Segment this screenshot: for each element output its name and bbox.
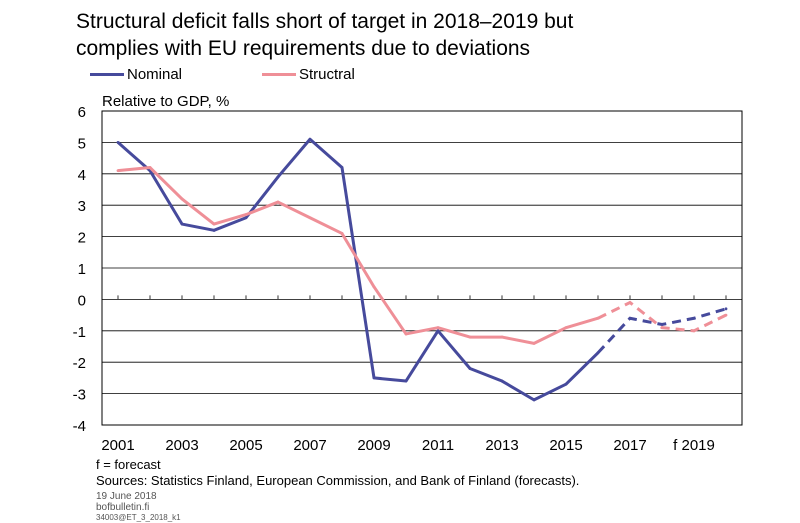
chart-code: 34003@ET_3_2018_k1 xyxy=(96,513,181,522)
y-tick-label: 0 xyxy=(78,292,86,309)
y-tick-label: 4 xyxy=(78,167,86,184)
y-tick-label: -4 xyxy=(73,418,86,435)
data-point-nominal xyxy=(244,216,248,220)
x-tick-label: 2013 xyxy=(485,437,518,454)
forecast-note: f = forecast xyxy=(96,457,161,472)
data-point-nominal xyxy=(628,316,632,320)
data-point-structral xyxy=(436,326,440,330)
x-tick-label: 2007 xyxy=(293,437,326,454)
data-point-structral xyxy=(244,213,248,217)
data-point-structral xyxy=(660,326,664,330)
data-point-nominal xyxy=(180,222,184,226)
x-tick-label: 2009 xyxy=(357,437,390,454)
sources-note: Sources: Statistics Finland, European Co… xyxy=(96,473,580,488)
y-tick-label: 1 xyxy=(78,261,86,278)
axes xyxy=(101,110,743,426)
legend-swatch-nominal xyxy=(90,73,124,76)
x-tick-label: 2005 xyxy=(229,437,262,454)
series-lines xyxy=(116,137,728,402)
data-point-structral xyxy=(404,332,408,336)
plot-frame xyxy=(101,110,743,426)
data-point-nominal xyxy=(340,166,344,169)
data-point-structral xyxy=(692,329,696,333)
chart-title: Structural deficit falls short of target… xyxy=(76,8,776,62)
legend-item-nominal: Nominal xyxy=(90,66,182,83)
chart-title-line-2: complies with EU requirements due to dev… xyxy=(76,37,531,60)
data-point-structral xyxy=(500,335,504,339)
y-tick-label: 5 xyxy=(78,135,86,152)
y-tick-label: 6 xyxy=(78,104,86,121)
legend-label-nominal: Nominal xyxy=(127,66,183,83)
y-tick-label: -3 xyxy=(73,387,86,404)
data-point-structral xyxy=(276,200,280,204)
data-point-nominal xyxy=(276,175,280,179)
y-tick-label: -1 xyxy=(73,324,86,341)
data-point-structral xyxy=(596,316,600,320)
data-point-nominal xyxy=(436,329,440,333)
data-point-structral xyxy=(628,301,632,304)
x-tick-label: 2011 xyxy=(422,437,454,454)
data-point-structral xyxy=(212,222,216,226)
data-point-structral xyxy=(532,341,536,345)
x-tick-label: 2017 xyxy=(613,437,646,454)
publication-date: 19 June 2018 xyxy=(96,491,157,502)
data-point-nominal xyxy=(468,367,472,370)
data-point-nominal xyxy=(692,316,696,320)
data-point-structral xyxy=(180,197,184,201)
data-point-nominal xyxy=(404,379,408,383)
legend-swatch-structural xyxy=(262,73,296,76)
data-point-nominal xyxy=(500,379,504,383)
x-tick-label: f 2019 xyxy=(673,437,715,454)
data-point-nominal xyxy=(532,398,536,402)
x-tick-label: 2001 xyxy=(101,437,134,454)
y-tick-label: -2 xyxy=(73,355,86,372)
x-tick-label: 2015 xyxy=(549,437,582,454)
y-axis-label: Relative to GDP, % xyxy=(102,93,230,110)
data-point-structral xyxy=(148,166,152,169)
legend-item-structural: Structral xyxy=(262,66,355,83)
chart-title-line-1: Structural deficit falls short of target… xyxy=(76,10,574,33)
data-point-structral xyxy=(468,335,472,339)
x-tick-label: 2003 xyxy=(165,437,198,454)
legend-label-structural: Structral xyxy=(299,66,355,83)
y-tick-label: 2 xyxy=(78,230,86,247)
data-point-structral xyxy=(724,313,728,317)
data-point-nominal xyxy=(212,228,216,232)
tick-labels: -4 -3 -2 -1 0 1 2 3 4 5 6 2001 2003 2005 2007 2009 2011 2… xyxy=(73,104,715,454)
data-point-structral xyxy=(340,232,344,235)
gridlines xyxy=(102,110,742,426)
site-name: bofbulletin.fi xyxy=(96,502,150,513)
data-point-structral xyxy=(116,169,120,173)
data-point-structral xyxy=(308,216,312,220)
data-point-nominal xyxy=(596,351,600,355)
data-point-structral xyxy=(564,326,568,330)
data-point-nominal xyxy=(308,137,312,141)
data-point-nominal xyxy=(116,141,120,144)
series-line-nominal xyxy=(117,137,600,402)
data-point-nominal xyxy=(724,307,728,311)
data-point-structral xyxy=(372,285,376,289)
data-point-nominal xyxy=(660,323,664,326)
y-tick-label: 3 xyxy=(78,198,86,215)
series-line-structral xyxy=(117,166,599,345)
data-point-nominal xyxy=(372,376,376,380)
data-point-nominal xyxy=(564,382,568,386)
